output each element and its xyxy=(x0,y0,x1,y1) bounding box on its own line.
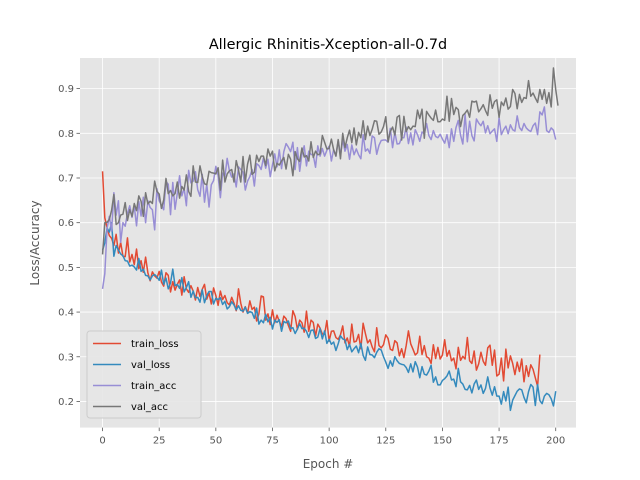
y-tick-label-0-7: 0.7 xyxy=(58,173,74,184)
x-tick-label-0: 0 xyxy=(99,436,105,447)
chart-title: Allergic Rhinitis-Xception-all-0.7d xyxy=(209,37,447,53)
legend-label-train-loss: train_loss xyxy=(131,339,179,350)
legend-item-val-loss: val_loss xyxy=(93,360,170,371)
legend: train_loss val_loss train_acc val_acc xyxy=(86,330,202,419)
x-tick-label-125: 125 xyxy=(376,436,395,447)
legend-item-train-acc: train_acc xyxy=(93,381,176,392)
y-tick-label-0-4: 0.4 xyxy=(58,308,74,319)
y-tick-label-0-9: 0.9 xyxy=(58,84,74,95)
y-tick-label-0-8: 0.8 xyxy=(58,129,74,140)
y-tick-label-0-6: 0.6 xyxy=(58,218,74,229)
y-axis-label: Loss/Accuracy xyxy=(28,200,42,285)
legend-box xyxy=(86,330,202,419)
x-tick-label-50: 50 xyxy=(209,436,222,447)
x-tick-label-150: 150 xyxy=(433,436,452,447)
series-layer xyxy=(101,67,559,412)
series-line-val-loss xyxy=(101,221,557,412)
x-tick-label-175: 175 xyxy=(490,436,509,447)
x-tick-label-25: 25 xyxy=(153,436,166,447)
legend-label-val-loss: val_loss xyxy=(131,360,170,371)
y-tick-label-0-3: 0.3 xyxy=(58,352,74,363)
series-line-val-acc xyxy=(101,67,559,255)
x-axis-label: Epoch # xyxy=(303,457,354,471)
ticks: 0 25 50 75 100 125 150 175 200 0.2 0.3 0.4 0.5 0.6 0.7… xyxy=(58,84,565,446)
y-tick-label-0-2: 0.2 xyxy=(58,397,74,408)
x-tick-label-200: 200 xyxy=(546,436,565,447)
legend-item-val-acc: val_acc xyxy=(93,402,168,413)
y-tick-label-0-5: 0.5 xyxy=(58,263,74,274)
legend-label-train-acc: train_acc xyxy=(131,381,176,392)
x-tick-label-75: 75 xyxy=(266,436,279,447)
legend-item-train-loss: train_loss xyxy=(93,339,179,350)
legend-label-val-acc: val_acc xyxy=(131,402,168,413)
x-tick-label-100: 100 xyxy=(320,436,339,447)
